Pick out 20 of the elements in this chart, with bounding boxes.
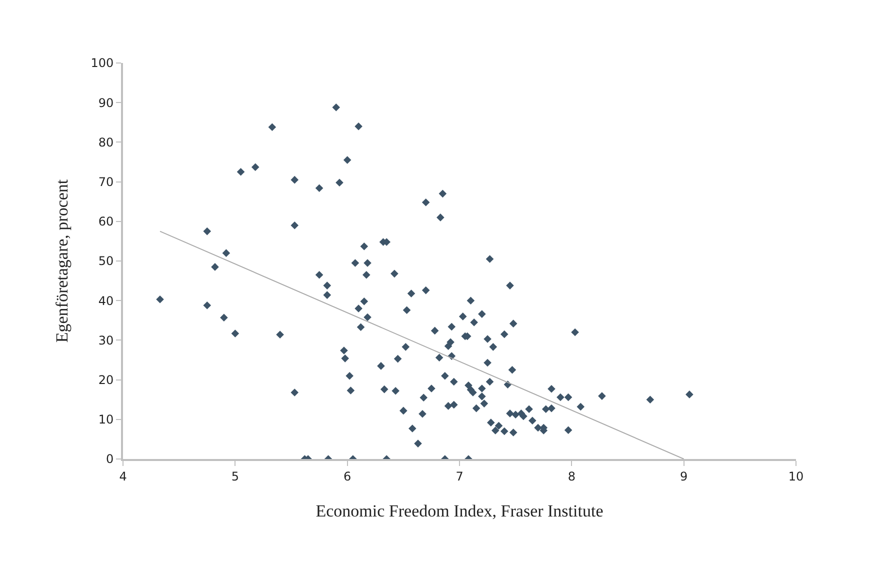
y-tick-label: 40 [98,294,114,308]
y-tick-label: 20 [98,373,114,387]
x-tick-label: 6 [344,469,352,484]
y-axis-title: Egenföretagare, procent [52,179,72,343]
x-tick-label: 5 [231,469,239,484]
x-axis-title: Economic Freedom Index, Fraser Institute [316,501,604,520]
x-tick-label: 10 [788,469,804,484]
x-tick-label: 9 [680,469,688,484]
y-tick-label: 60 [98,214,114,229]
y-tick-label: 70 [98,175,114,189]
y-tick-label: 10 [98,412,114,427]
x-tick-label: 8 [568,469,576,484]
y-tick-label: 30 [98,333,114,348]
y-tick-label: 0 [106,452,114,466]
y-tick-label: 100 [90,56,114,70]
y-tick-label: 80 [98,135,114,150]
y-tick-label: 90 [98,96,114,110]
x-tick-label: 7 [456,469,464,484]
y-tick-label: 50 [98,254,114,268]
x-tick-label: 4 [119,469,127,484]
